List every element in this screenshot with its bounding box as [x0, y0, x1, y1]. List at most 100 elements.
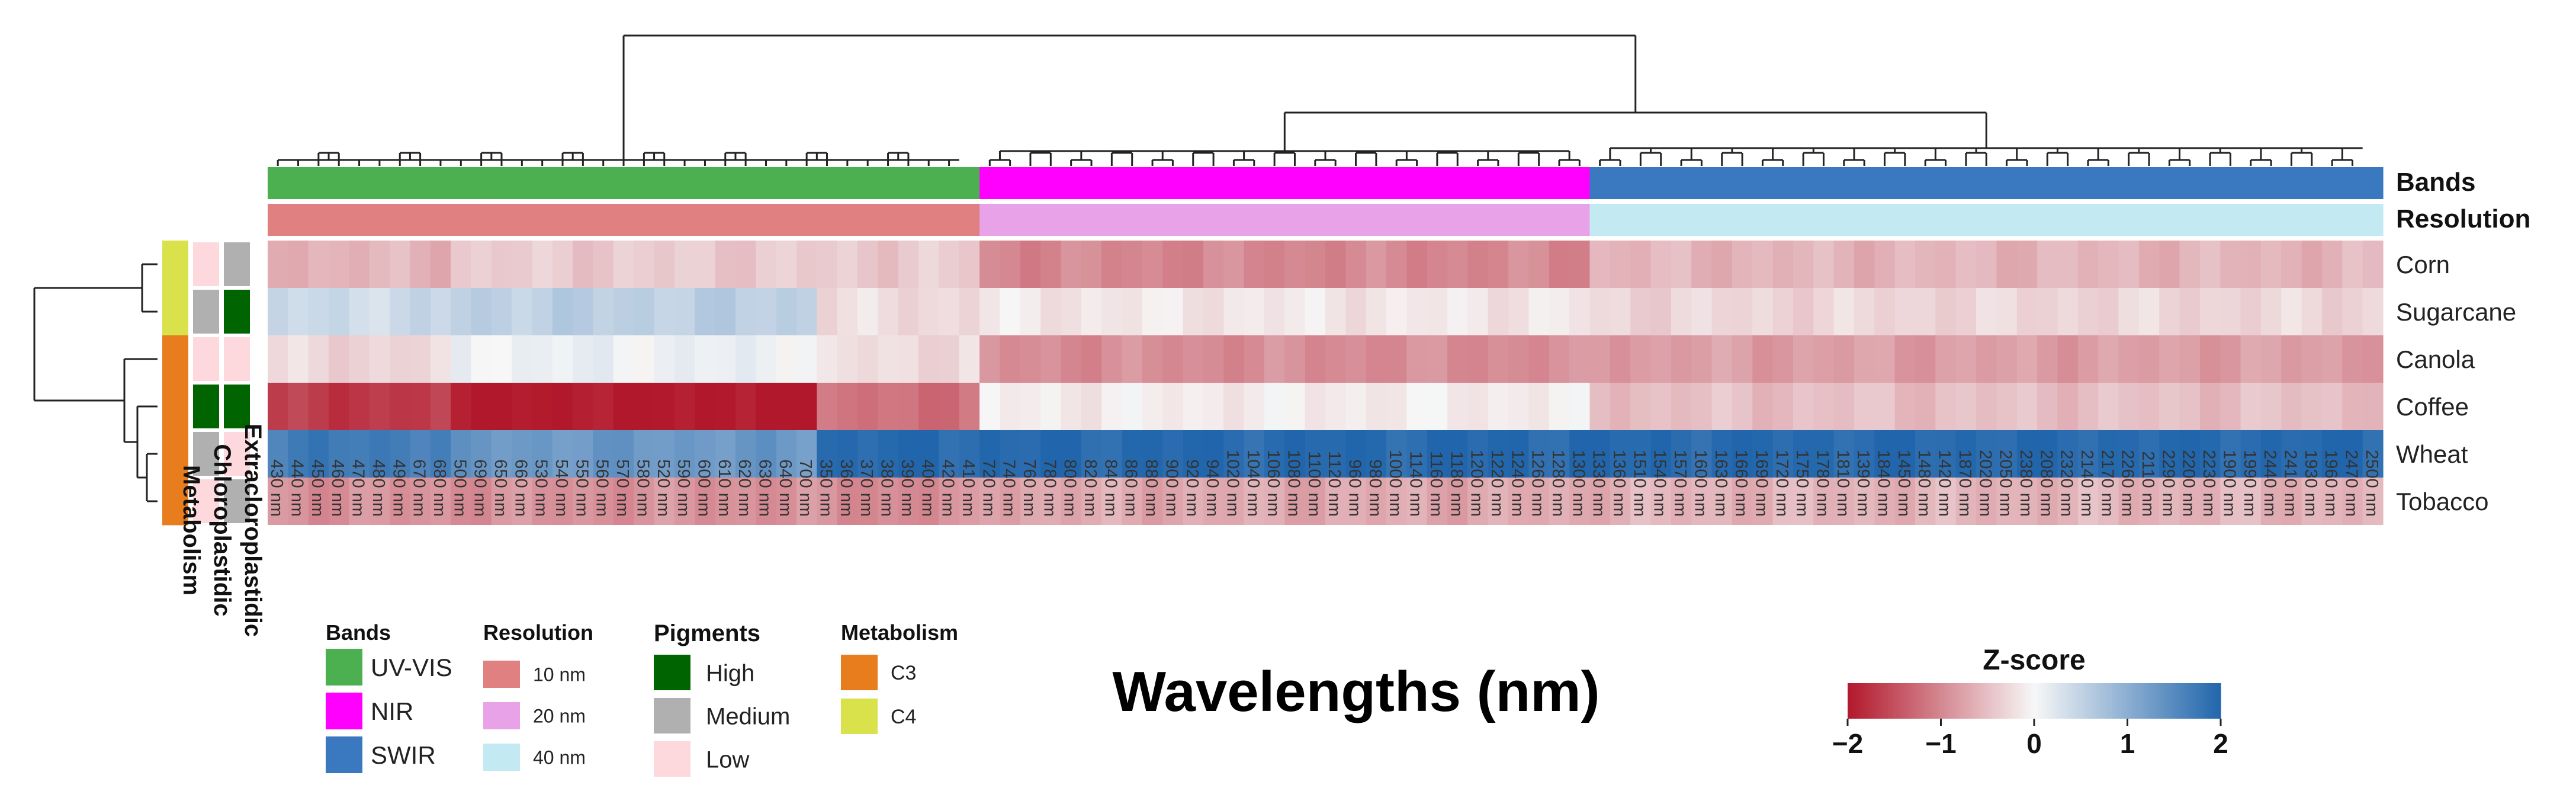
resolution-annotation-cell [1244, 204, 1265, 236]
heatmap-cell [2118, 241, 2140, 288]
colorbar-segment [2161, 683, 2166, 719]
colorbar-segment [2090, 683, 2094, 719]
column-tick-label: 1960 nm [2321, 450, 2340, 517]
heatmap-cell [715, 383, 736, 430]
bands-annotation-cell [1650, 167, 1672, 199]
heatmap-cell [1854, 241, 1875, 288]
heatmap-cell [1061, 478, 1082, 525]
colorbar-segment [1903, 683, 1907, 719]
heatmap-cell [1732, 430, 1753, 478]
heatmap-cell [979, 430, 1001, 478]
heatmap-cell [1345, 335, 1367, 383]
resolution-annotation-cell [1488, 204, 1509, 236]
heatmap-cell [2138, 288, 2160, 335]
colorbar-segment [2047, 683, 2050, 719]
heatmap-cell [1671, 241, 1692, 288]
heatmap-cell [1345, 430, 1367, 478]
resolution-annotation-cell [369, 204, 390, 236]
heatmap-cell [939, 383, 960, 430]
heatmap-cell [1650, 335, 1672, 383]
heatmap-cell [1813, 478, 1835, 525]
heatmap-cell [1284, 335, 1306, 383]
heatmap-cell [695, 241, 716, 288]
heatmap-cell [613, 478, 634, 525]
heatmap-cell [1386, 288, 1407, 335]
heatmap-cell [1508, 335, 1530, 383]
colorbar-segment [1947, 683, 1951, 719]
heatmap-cell [2179, 288, 2201, 335]
resolution-annotation-cell [2260, 204, 2282, 236]
heatmap-cell [1915, 288, 1936, 335]
heatmap-cell [1488, 478, 1509, 525]
heatmap-cell [898, 241, 919, 288]
heatmap-cell [1528, 478, 1550, 525]
heatmap-cell [2098, 430, 2119, 478]
heatmap-cell [1142, 335, 1163, 383]
chloroplastidic-annotation-cell [193, 290, 219, 334]
resolution-annotation-cell [1508, 204, 1530, 236]
column-tick-label: 1280 nm [1549, 450, 1568, 517]
heatmap-cell [491, 478, 512, 525]
heatmap-cell [1203, 430, 1224, 478]
heatmap-cell [2098, 383, 2119, 430]
heatmap-cell [2281, 430, 2302, 478]
heatmap-cell [2159, 430, 2180, 478]
heatmap-cell [1244, 288, 1265, 335]
resolution-annotation-cell [2138, 204, 2160, 236]
bands-annotation-cell [1325, 167, 1346, 199]
heatmap-cell [1020, 478, 1041, 525]
heatmap-cell [1427, 383, 1448, 430]
column-tick-label: 1360 nm [1610, 450, 1629, 517]
bands-annotation-cell [1569, 167, 1591, 199]
colorbar-segment [2140, 683, 2144, 719]
heatmap-cell [959, 288, 980, 335]
bands-annotation-cell [512, 167, 533, 199]
heatmap-cell [2301, 478, 2323, 525]
heatmap-cell [2220, 241, 2241, 288]
heatmap-cell [634, 241, 655, 288]
column-tick-label: 1060 nm [1264, 450, 1283, 517]
heatmap-cell [715, 430, 736, 478]
heatmap-cell [1508, 383, 1530, 430]
column-tick-label: 1750 nm [1793, 450, 1811, 517]
column-tick-label: 2110 nm [2138, 451, 2157, 517]
column-tick-label: 2020 nm [1976, 450, 1994, 517]
chloroplastidic-annotation-cell [193, 432, 219, 476]
column-tick-label: 550 nm [572, 459, 591, 517]
bands-annotation-cell [2362, 167, 2384, 199]
heatmap-cell [1020, 335, 1041, 383]
heatmap-cell [1569, 383, 1591, 430]
column-tick-label: 350 nm [817, 459, 836, 517]
resolution-annotation-cell [2362, 204, 2384, 236]
heatmap-cell [2159, 241, 2180, 288]
bands-annotation-cell [1955, 167, 1977, 199]
heatmap-cell [1569, 478, 1591, 525]
legend-label: 40 nm [533, 747, 586, 768]
heatmap-cell [959, 241, 980, 288]
colorbar-segment [2018, 683, 2022, 719]
colorbar-segment [1953, 683, 1957, 719]
resolution-annotation-cell [654, 204, 675, 236]
column-tick-label: 380 nm [878, 459, 897, 517]
heatmap-cell [1244, 430, 1265, 478]
column-tick-label: 390 nm [898, 459, 917, 517]
bands-annotation-cell [756, 167, 777, 199]
heatmap-cell [1203, 478, 1224, 525]
heatmap-cell [1569, 335, 1591, 383]
heatmap-cell [1528, 430, 1550, 478]
heatmap-cell [1732, 335, 1753, 383]
resolution-annotation-cell [1691, 204, 1713, 236]
heatmap-cell [1772, 430, 1794, 478]
heatmap-cell [776, 478, 797, 525]
resolution-annotation-cell [1610, 204, 1631, 236]
heatmap-cell [2077, 241, 2099, 288]
heatmap-cell [1020, 383, 1041, 430]
heatmap-cell [1630, 335, 1652, 383]
column-dendrogram [277, 34, 2363, 166]
heatmap-cell [329, 383, 349, 430]
heatmap-cell [1162, 383, 1184, 430]
row-label: Wheat [2396, 440, 2468, 468]
heatmap-cell [1976, 478, 1997, 525]
heatmap-cell [2321, 478, 2343, 525]
colorbar-segment [1866, 683, 1870, 719]
